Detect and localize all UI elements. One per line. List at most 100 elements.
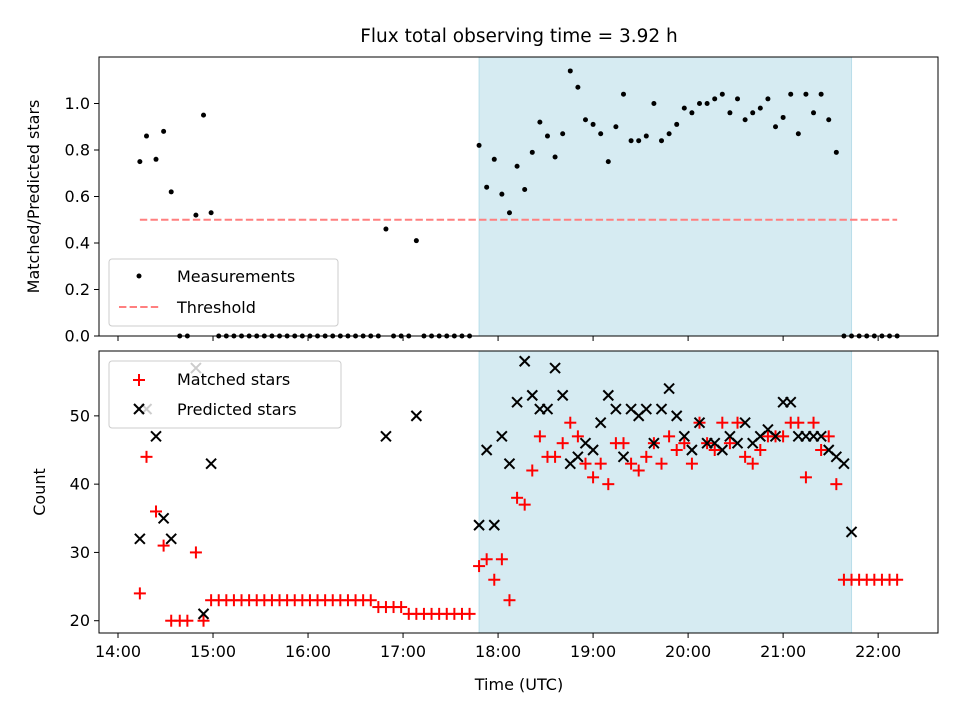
measurement-point xyxy=(560,131,566,137)
y-tick-label: 0.0 xyxy=(65,327,90,346)
predicted-star-point xyxy=(648,437,660,449)
measurement-point xyxy=(567,68,573,74)
predicted-star-point xyxy=(503,457,516,470)
x-tick-label: 21:00 xyxy=(760,642,806,661)
top-legend-box xyxy=(108,258,339,327)
y-tick-label: 0.2 xyxy=(65,280,90,299)
measurement-point xyxy=(795,131,801,137)
matched-star-point xyxy=(480,553,493,566)
matched-star-point xyxy=(571,430,584,443)
predicted-star-point xyxy=(785,396,797,408)
predicted-star-point xyxy=(556,389,569,402)
matched-star-point xyxy=(625,457,638,470)
top-legend: Measurements Threshold xyxy=(108,258,339,327)
matched-star-point xyxy=(395,601,408,614)
matched-star-point xyxy=(670,444,683,457)
legend-matched-label: Matched stars xyxy=(177,370,290,389)
y-tick-label: 30 xyxy=(70,543,90,562)
legend-predicted-label: Predicted stars xyxy=(177,400,297,419)
matched-star-point xyxy=(181,614,194,627)
matched-star-point xyxy=(197,614,210,627)
predicted-star-point xyxy=(526,389,538,402)
predicted-star-point xyxy=(150,430,162,443)
measurement-point xyxy=(727,110,733,116)
predicted-star-point xyxy=(815,430,827,443)
matched-star-point xyxy=(777,430,790,443)
measurement-point xyxy=(582,117,588,123)
measurement-point xyxy=(833,149,839,155)
x-tick-label: 14:00 xyxy=(95,642,141,661)
matched-star-point xyxy=(503,594,516,607)
measurement-point xyxy=(651,101,657,106)
x-axis-label: Time (UTC) xyxy=(474,675,563,694)
matched-star-point xyxy=(617,437,630,450)
matched-star-point xyxy=(716,416,729,429)
measurement-point xyxy=(153,156,159,162)
predicted-star-point xyxy=(157,512,170,524)
measurement-point xyxy=(811,110,817,116)
predicted-star-point xyxy=(587,444,599,456)
measurement-point xyxy=(208,210,214,216)
measurement-point xyxy=(552,154,558,160)
measurement-point xyxy=(712,96,718,102)
measurement-point xyxy=(681,105,687,111)
predicted-star-point xyxy=(496,430,508,443)
matched-star-point xyxy=(556,437,569,450)
predicted-star-point xyxy=(663,382,675,395)
measurement-point xyxy=(144,133,150,139)
measurement-point xyxy=(803,91,809,97)
matched-star-point xyxy=(495,553,508,566)
measurement-point xyxy=(529,149,535,155)
predicted-star-point xyxy=(640,403,653,415)
predicted-star-point xyxy=(197,608,210,620)
matched-star-point xyxy=(632,464,645,477)
measurement-point xyxy=(697,101,703,106)
matched-star-point xyxy=(891,573,904,586)
matched-star-point xyxy=(602,478,615,491)
predicted-star-point xyxy=(670,410,683,422)
top-panel: 0.0 0.2 0.4 0.6 0.8 1.0 Matched/Predicted sta… xyxy=(24,56,939,346)
matched-star-point xyxy=(685,457,698,470)
matched-star-point xyxy=(133,587,146,600)
matched-star-point xyxy=(663,430,676,443)
measurement-point xyxy=(537,119,543,125)
measurement-point xyxy=(137,159,143,165)
matched-star-point xyxy=(140,450,153,463)
predicted-star-point xyxy=(739,416,751,429)
measurement-point xyxy=(826,117,832,123)
measurement-point xyxy=(643,133,649,139)
top-y-ticks: 0.0 0.2 0.4 0.6 0.8 1.0 xyxy=(65,94,99,346)
matched-star-point xyxy=(564,416,577,429)
matched-star-point xyxy=(549,450,562,463)
measurement-point xyxy=(522,187,528,193)
predicted-star-point xyxy=(845,526,858,538)
matched-star-point xyxy=(739,450,752,463)
predicted-star-point xyxy=(205,457,217,470)
measurement-point xyxy=(575,84,581,90)
predicted-star-point xyxy=(473,519,485,531)
x-tick-label: 20:00 xyxy=(665,642,711,661)
matched-star-point xyxy=(754,444,767,457)
measurement-point xyxy=(590,121,596,127)
y-tick-label: 0.4 xyxy=(65,234,90,253)
predicted-star-point xyxy=(410,410,423,422)
measurement-point xyxy=(750,110,756,116)
predicted-star-point xyxy=(165,533,177,545)
matched-star-point xyxy=(488,573,501,586)
measurement-point xyxy=(613,124,619,130)
predicted-star-point xyxy=(594,416,607,429)
measurement-point xyxy=(476,142,482,148)
measurement-point xyxy=(499,191,505,197)
measurement-point xyxy=(620,91,626,97)
x-tick-label: 15:00 xyxy=(190,642,236,661)
measurement-point xyxy=(788,91,794,97)
legend-matched-marker xyxy=(133,374,145,386)
measurement-point xyxy=(544,133,550,139)
legend-threshold-label: Threshold xyxy=(176,298,256,317)
measurement-point xyxy=(765,96,771,102)
matched-star-point xyxy=(364,594,377,607)
measurement-point xyxy=(514,163,520,169)
measurement-point xyxy=(773,124,779,130)
measurement-point xyxy=(484,184,490,190)
predicted-star-point xyxy=(617,451,630,463)
